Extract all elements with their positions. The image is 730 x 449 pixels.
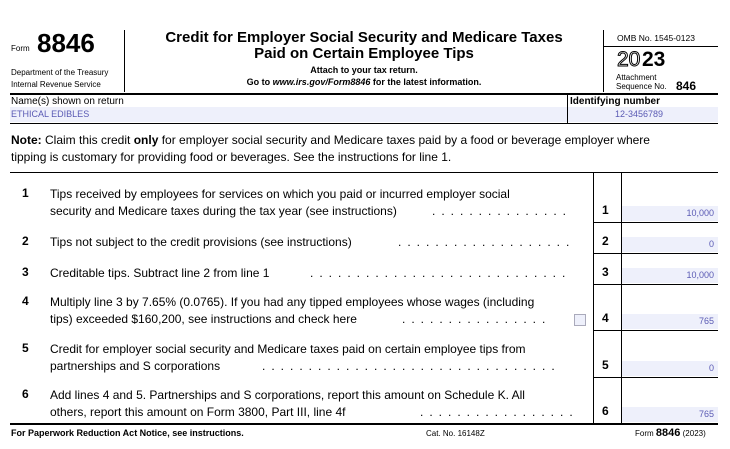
line-box-number: 6 — [602, 404, 609, 418]
year-outline: 20 — [616, 48, 641, 72]
line-number: 4 — [22, 294, 29, 308]
attachment-label: Attachment — [616, 73, 657, 82]
line-4-checkbox[interactable] — [574, 314, 586, 326]
line-text-2: others, report this amount on Form 3800,… — [50, 405, 346, 419]
leader-dots: ................... — [398, 235, 576, 249]
footer-form: Form 8846 (2023) — [635, 427, 706, 439]
line-number: 1 — [22, 186, 29, 200]
amount-field[interactable] — [622, 361, 718, 376]
line-text-1: Credit for employer social security and … — [50, 342, 526, 356]
cat-number: Cat. No. 16148Z — [426, 429, 485, 438]
amount-field[interactable] — [622, 268, 718, 283]
amount-value: 765 — [698, 409, 714, 419]
amount-value: 765 — [698, 316, 714, 326]
name-field[interactable] — [10, 107, 567, 122]
leader-dots: ................. — [420, 405, 579, 419]
leader-dots: ............... — [432, 204, 573, 218]
amount-value: 0 — [708, 363, 714, 373]
line-box-number: 4 — [602, 311, 609, 325]
line-text-2: tips) exceeded $160,200, see instruction… — [50, 312, 357, 326]
line-box-number: 2 — [602, 234, 609, 248]
line-number: 2 — [22, 234, 29, 248]
sequence-number: 846 — [676, 79, 697, 93]
name-value: ETHICAL EDIBLES — [11, 109, 90, 119]
line-box-number: 5 — [602, 358, 609, 372]
leader-dots: ............................ — [310, 266, 572, 280]
irs-link[interactable]: www.irs.gov/Form8846 — [272, 77, 371, 87]
dept: Department of the Treasury — [11, 68, 109, 77]
form-title-2: Paid on Certain Employee Tips — [254, 45, 474, 62]
form-number: 8846 — [37, 28, 95, 58]
line-number: 6 — [22, 387, 29, 401]
attach-note: Attach to your tax return. — [310, 65, 418, 75]
line-box-number: 1 — [602, 203, 609, 217]
amount-field[interactable] — [622, 237, 718, 252]
id-label: Identifying number — [570, 96, 660, 107]
id-value: 12-3456789 — [615, 109, 664, 119]
line-text-2: partnerships and S corporations — [50, 359, 221, 373]
line-text-2: Tips not subject to the credit provision… — [50, 235, 352, 249]
goto-prefix: Go to — [246, 77, 273, 87]
goto-suffix: for the latest information. — [370, 77, 482, 87]
line-number: 3 — [22, 265, 29, 279]
year-bold: 23 — [642, 48, 666, 71]
line-text-1: Add lines 4 and 5. Partnerships and S co… — [50, 388, 525, 402]
amount-field[interactable] — [622, 314, 718, 329]
amount-value: 0 — [708, 239, 714, 249]
line-text-1: Tips received by employees for services … — [50, 187, 510, 201]
line-text-1: Multiply line 3 by 7.65% (0.0765). If yo… — [50, 295, 535, 309]
note: Note: Claim this credit only for employe… — [11, 133, 650, 164]
line-box-number: 3 — [602, 265, 609, 279]
leader-dots: ................ — [402, 312, 552, 326]
irs: Internal Revenue Service — [11, 80, 101, 89]
amount-field[interactable] — [622, 206, 718, 221]
amount-value: 10,000 — [686, 270, 714, 280]
line-number: 5 — [22, 341, 29, 355]
amount-value: 10,000 — [686, 208, 714, 218]
paperwork-notice: For Paperwork Reduction Act Notice, see … — [11, 428, 244, 438]
sequence-label: Sequence No. — [616, 82, 667, 91]
form-label: Form — [11, 44, 30, 53]
id-field[interactable] — [568, 107, 718, 122]
line-text-2: security and Medicare taxes during the t… — [50, 204, 397, 218]
omb-number: OMB No. 1545-0123 — [617, 33, 695, 43]
amount-field[interactable] — [622, 407, 718, 422]
leader-dots: ................................ — [262, 359, 561, 373]
line-text-2: Creditable tips. Subtract line 2 from li… — [50, 266, 270, 280]
form-title-1: Credit for Employer Social Security and … — [165, 29, 563, 46]
name-label: Name(s) shown on return — [11, 96, 124, 107]
